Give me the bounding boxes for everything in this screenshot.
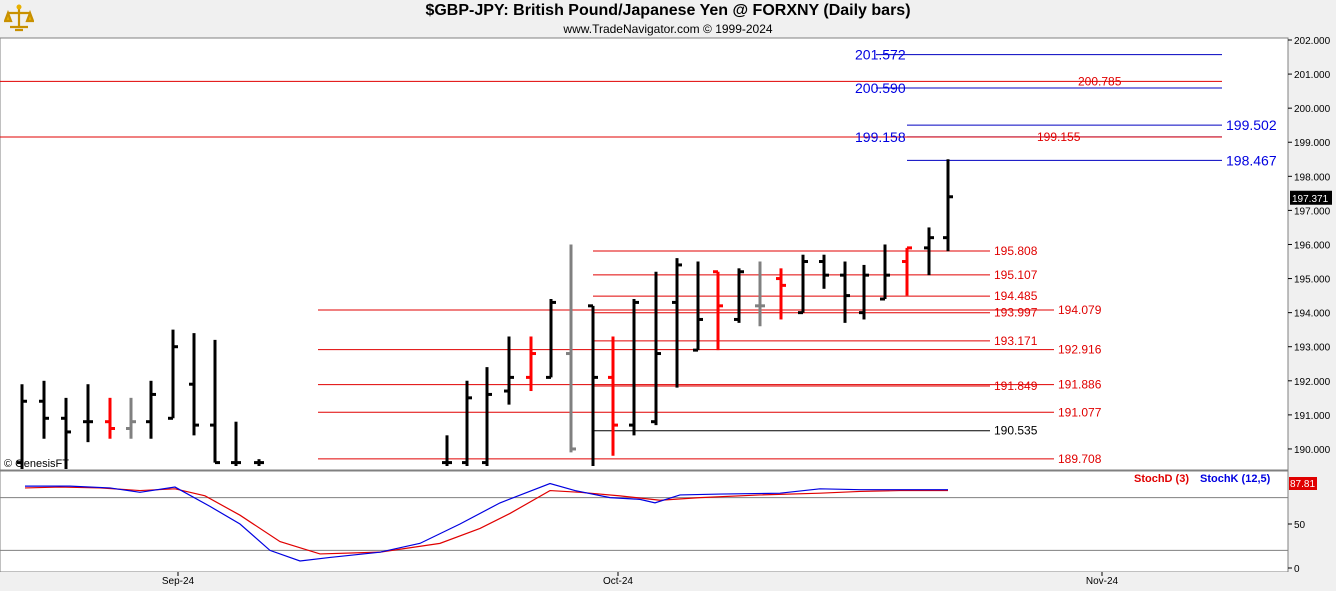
level-label-195.808: 195.808 bbox=[994, 244, 1038, 258]
level-label-192.916: 192.916 bbox=[1058, 343, 1102, 357]
ohlc-bar bbox=[924, 227, 934, 276]
oscillator-line-stochk bbox=[25, 482, 948, 562]
ohlc-bar bbox=[504, 336, 514, 405]
ohlc-bar bbox=[546, 299, 556, 379]
level-label-191.077: 191.077 bbox=[1058, 405, 1102, 419]
ohlc-bar bbox=[83, 384, 93, 443]
ohlc-bar bbox=[61, 397, 71, 469]
price-axis-tick-label: 199.000 bbox=[1294, 138, 1331, 149]
trade-navigator-logo-icon bbox=[4, 3, 34, 33]
level-label-191.886: 191.886 bbox=[1058, 378, 1102, 392]
level-label-190.535: 190.535 bbox=[994, 424, 1038, 438]
ohlc-bar bbox=[254, 459, 264, 466]
ohlc-bar bbox=[210, 339, 220, 465]
level-label-199.158: 199.158 bbox=[855, 129, 906, 145]
level-label-191.849: 191.849 bbox=[994, 379, 1038, 393]
level-label-200.590: 200.590 bbox=[855, 80, 906, 96]
ohlc-bar bbox=[798, 254, 808, 315]
ohlc-bar bbox=[734, 268, 744, 323]
price-axis-tick-label: 198.000 bbox=[1294, 172, 1331, 183]
ohlc-bar bbox=[462, 380, 472, 466]
ohlc-bar bbox=[902, 246, 912, 296]
ohlc-bar bbox=[146, 380, 156, 439]
price-axis-tick-label: 195.000 bbox=[1294, 275, 1331, 286]
ohlc-bar bbox=[126, 397, 136, 439]
level-label-195.107: 195.107 bbox=[994, 268, 1038, 282]
ohlc-bar bbox=[629, 299, 639, 436]
price-axis-tick-label: 190.000 bbox=[1294, 445, 1331, 456]
level-label-199.502: 199.502 bbox=[1226, 117, 1277, 133]
ohlc-bar bbox=[482, 367, 492, 466]
date-axis-label: Nov-24 bbox=[1086, 576, 1119, 587]
ohlc-bar bbox=[713, 270, 723, 351]
price-axis-tick-label: 193.000 bbox=[1294, 343, 1331, 354]
ohlc-bar bbox=[442, 435, 452, 466]
chart-title: $GBP-JPY: British Pound/Japanese Yen @ F… bbox=[425, 2, 911, 19]
level-label-189.708: 189.708 bbox=[1058, 452, 1102, 466]
level-label-194.079: 194.079 bbox=[1058, 303, 1102, 317]
ohlc-bar bbox=[189, 333, 199, 436]
price-axis-tick-label: 201.000 bbox=[1294, 70, 1331, 81]
price-axis-tick-label: 197.000 bbox=[1294, 206, 1331, 217]
level-label-193.997: 193.997 bbox=[994, 306, 1038, 320]
oscillator-axis-tick-label: 50 bbox=[1294, 520, 1306, 531]
ohlc-bar bbox=[39, 380, 49, 439]
price-axis-tick-label: 191.000 bbox=[1294, 411, 1331, 422]
oscillator-axis-tick-label: 0 bbox=[1294, 564, 1300, 575]
ohlc-bar bbox=[840, 261, 850, 323]
level-label-198.467: 198.467 bbox=[1226, 152, 1277, 168]
ohlc-bar bbox=[105, 397, 115, 439]
level-label-199.155: 199.155 bbox=[1037, 130, 1081, 144]
ohlc-bar bbox=[608, 336, 618, 456]
price-axis-tick-label: 196.000 bbox=[1294, 240, 1331, 251]
chart-header bbox=[0, 0, 1336, 38]
ohlc-bar bbox=[17, 384, 27, 469]
level-label-201.572: 201.572 bbox=[855, 47, 906, 63]
ohlc-bar bbox=[231, 421, 241, 466]
ohlc-bar bbox=[943, 159, 953, 252]
ohlc-bar bbox=[651, 271, 661, 426]
level-label-194.485: 194.485 bbox=[994, 289, 1038, 303]
ohlc-bar bbox=[776, 268, 786, 320]
ohlc-bar bbox=[566, 244, 576, 453]
ohlc-bar bbox=[859, 264, 869, 320]
ohlc-bar bbox=[526, 336, 536, 392]
ohlc-bar bbox=[588, 304, 598, 466]
legend-stochk: StochK (12,5) bbox=[1200, 473, 1271, 485]
watermark: © GenesisFT bbox=[4, 458, 69, 470]
price-plot-area bbox=[0, 54, 1222, 469]
price-axis-tick-label: 200.000 bbox=[1294, 104, 1331, 115]
oscillator-last-value-badge bbox=[1289, 477, 1317, 490]
ohlc-bar bbox=[693, 261, 703, 352]
level-label-193.171: 193.171 bbox=[994, 334, 1038, 348]
level-label-200.785: 200.785 bbox=[1078, 74, 1122, 88]
ohlc-bar bbox=[819, 254, 829, 289]
price-axis-tick-label: 194.000 bbox=[1294, 309, 1331, 320]
chart-subtitle: www.TradeNavigator.com © 1999-2024 bbox=[563, 22, 773, 36]
legend-stochd: StochD (3) bbox=[1134, 473, 1189, 485]
date-axis-label: Oct-24 bbox=[603, 576, 633, 587]
oscillator-last-value: 87.81 bbox=[1290, 479, 1315, 490]
date-axis-label: Sep-24 bbox=[162, 576, 195, 587]
last-price-badge bbox=[1290, 190, 1332, 205]
ohlc-bar bbox=[755, 261, 765, 327]
bottom-axis-background bbox=[0, 572, 1336, 591]
last-price-label: 197.371 bbox=[1292, 194, 1329, 205]
price-axis-tick-label: 202.000 bbox=[1294, 36, 1331, 47]
price-axis-tick-label: 192.000 bbox=[1294, 377, 1331, 388]
oscillator-panel-frame bbox=[0, 470, 1289, 573]
ohlc-bar bbox=[168, 329, 178, 420]
ohlc-bar bbox=[880, 244, 890, 301]
ohlc-bar bbox=[672, 258, 682, 388]
right-axis-background bbox=[1288, 38, 1336, 572]
